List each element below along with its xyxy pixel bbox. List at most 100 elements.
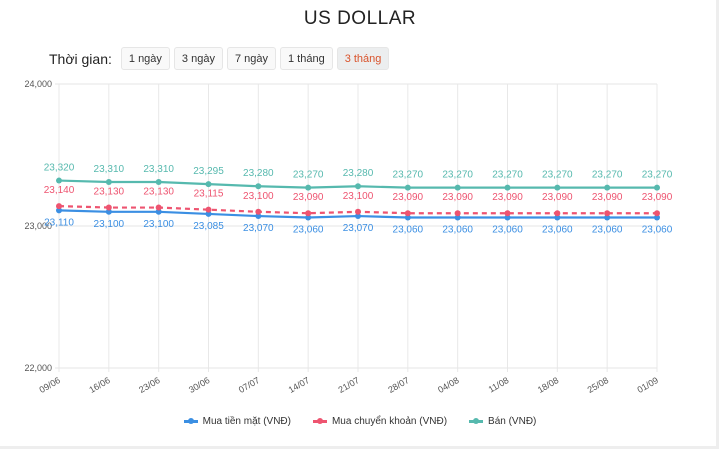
- data-label: 23,060: [492, 224, 523, 235]
- data-label: 23,310: [143, 164, 174, 175]
- data-label: 23,090: [393, 192, 424, 203]
- x-tick-label: 25/08: [586, 375, 611, 395]
- data-point: [255, 208, 262, 215]
- x-tick-label: 16/06: [87, 375, 112, 395]
- data-label: 23,295: [193, 166, 224, 177]
- data-label: 23,115: [194, 189, 224, 200]
- data-point: [554, 214, 561, 221]
- data-point: [205, 206, 212, 213]
- data-point: [404, 210, 411, 217]
- data-label: 23,060: [542, 224, 573, 235]
- x-tick-label: 23/06: [137, 375, 162, 395]
- range-1-month-button[interactable]: 1 tháng: [279, 47, 333, 70]
- data-label: 23,060: [442, 224, 473, 235]
- x-tick-label: 09/06: [37, 375, 62, 395]
- data-label: 23,070: [243, 223, 274, 234]
- data-label: 23,090: [293, 192, 324, 203]
- y-tick-label: 24,000: [24, 79, 52, 89]
- x-tick-label: 18/08: [536, 375, 561, 395]
- data-point: [105, 178, 112, 185]
- legend-label: Mua tiền mặt (VNĐ): [202, 416, 291, 427]
- data-label: 23,130: [94, 187, 125, 198]
- data-point: [255, 213, 262, 220]
- data-point: [454, 210, 461, 217]
- data-label: 23,060: [293, 224, 324, 235]
- data-point: [504, 210, 511, 217]
- data-label: 23,100: [143, 219, 174, 230]
- data-point: [155, 204, 162, 211]
- data-point: [305, 184, 312, 191]
- data-point: [56, 177, 62, 184]
- data-point: [305, 214, 312, 221]
- legend-item[interactable]: Mua chuyển khoản (VNĐ): [312, 416, 447, 427]
- data-point: [205, 181, 212, 188]
- data-label: 23,060: [592, 224, 623, 235]
- time-range-label: Thời gian:: [49, 50, 112, 67]
- x-tick-label: 30/06: [187, 375, 212, 395]
- data-label: 23,270: [542, 170, 573, 181]
- data-label: 23,090: [492, 192, 523, 203]
- data-label: 23,270: [642, 170, 673, 181]
- x-tick-label: 21/07: [336, 375, 361, 395]
- legend-item[interactable]: Bán (VNĐ): [469, 416, 536, 427]
- data-label: 23,270: [492, 170, 523, 181]
- data-point: [454, 184, 461, 191]
- range-7-days-button[interactable]: 7 ngày: [226, 47, 276, 70]
- x-tick-label: 14/07: [287, 375, 312, 395]
- legend-item[interactable]: Mua tiền mặt (VNĐ): [183, 416, 291, 427]
- x-tick-label: 28/07: [386, 375, 411, 395]
- data-point: [155, 208, 162, 215]
- data-label: 23,270: [592, 170, 623, 181]
- data-point: [604, 210, 611, 217]
- page-title: US DOLLAR: [303, 8, 417, 29]
- data-label: 23,270: [293, 170, 324, 181]
- data-point: [554, 184, 561, 191]
- x-tick-label: 07/07: [237, 375, 262, 395]
- data-label: 23,100: [243, 191, 274, 202]
- legend-marker-icon: [183, 418, 198, 424]
- x-tick-label: 04/08: [436, 375, 461, 395]
- range-1-day-button[interactable]: 1 ngày: [120, 47, 170, 70]
- chart-legend: Mua tiền mặt (VNĐ) Mua chuyển khoản (VNĐ)…: [0, 416, 720, 427]
- data-point: [255, 183, 262, 190]
- data-point: [404, 214, 411, 221]
- data-label: 23,280: [243, 168, 274, 179]
- data-point: [205, 210, 212, 217]
- data-label: 23,100: [343, 191, 374, 202]
- data-label: 23,320: [44, 163, 75, 174]
- data-label: 23,090: [642, 192, 673, 203]
- data-label: 23,310: [94, 164, 125, 175]
- data-label: 23,140: [44, 185, 75, 196]
- data-label: 23,270: [393, 170, 424, 181]
- x-tick-label: 01/09: [635, 375, 660, 395]
- legend-marker-icon: [312, 418, 327, 424]
- data-point: [604, 184, 611, 191]
- data-point: [355, 183, 361, 190]
- data-label: 23,090: [592, 192, 623, 203]
- data-point: [105, 208, 112, 215]
- data-point: [654, 184, 660, 191]
- x-tick-label: 11/08: [487, 375, 511, 395]
- data-point: [305, 210, 312, 217]
- data-point: [454, 214, 461, 221]
- data-label: 23,060: [642, 224, 673, 235]
- data-label: 23,130: [143, 187, 174, 198]
- data-label: 23,270: [442, 170, 473, 181]
- data-label: 23,110: [44, 217, 74, 228]
- y-tick-label: 22,000: [24, 363, 52, 373]
- data-point: [504, 184, 511, 191]
- range-3-months-button[interactable]: 3 tháng: [336, 47, 390, 70]
- data-label: 23,280: [343, 168, 374, 179]
- data-point: [554, 210, 561, 217]
- data-point: [56, 207, 62, 214]
- data-point: [404, 184, 411, 191]
- data-point: [604, 214, 611, 221]
- data-point: [355, 213, 361, 220]
- legend-label: Bán (VNĐ): [488, 416, 537, 427]
- y-tick-label: 23,000: [24, 221, 52, 231]
- range-3-days-button[interactable]: 3 ngày: [173, 47, 223, 70]
- time-range-selector: Thời gian: 1 ngày 3 ngày 7 ngày 1 tháng …: [49, 47, 393, 70]
- data-point: [504, 214, 511, 221]
